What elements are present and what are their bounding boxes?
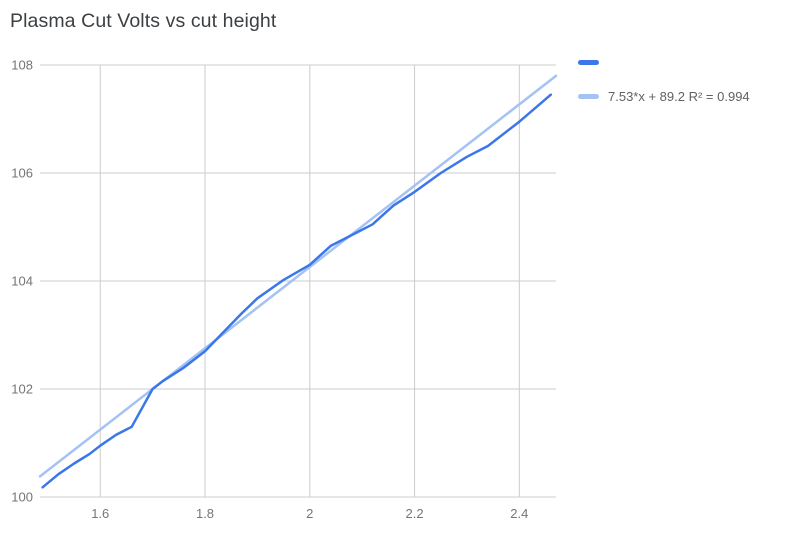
trendline-swatch — [578, 93, 599, 99]
line-chart-plot: 100 102 104 106 108 1.6 1.8 2 2.2 2.4 — [11, 58, 558, 521]
x-axis-tick-label: 2 — [306, 506, 313, 521]
legend-item-series[interactable] — [578, 52, 750, 72]
y-axis-tick-label: 108 — [11, 58, 33, 73]
x-axis-tick-label: 1.8 — [196, 506, 214, 521]
y-axis-tick-label: 106 — [11, 166, 33, 181]
trendline-equation-label: 7.53*x + 89.2 R² = 0.994 — [608, 88, 750, 104]
x-axis-tick-label: 1.6 — [91, 506, 109, 521]
series-swatch — [578, 59, 599, 65]
legend-item-trendline[interactable]: 7.53*x + 89.2 R² = 0.994 — [578, 86, 750, 106]
x-axis-tick-label: 2.2 — [406, 506, 424, 521]
trendline — [38, 74, 558, 478]
chart-title: Plasma Cut Volts vs cut height — [10, 10, 277, 32]
x-axis-tick-label: 2.4 — [510, 506, 528, 521]
y-axis-tick-label: 102 — [11, 382, 33, 397]
y-axis-tick-label: 104 — [11, 274, 33, 289]
y-axis-tick-label: 100 — [11, 490, 33, 505]
data-series-line — [41, 93, 553, 489]
chart-legend: 7.53*x + 89.2 R² = 0.994 — [578, 52, 750, 106]
